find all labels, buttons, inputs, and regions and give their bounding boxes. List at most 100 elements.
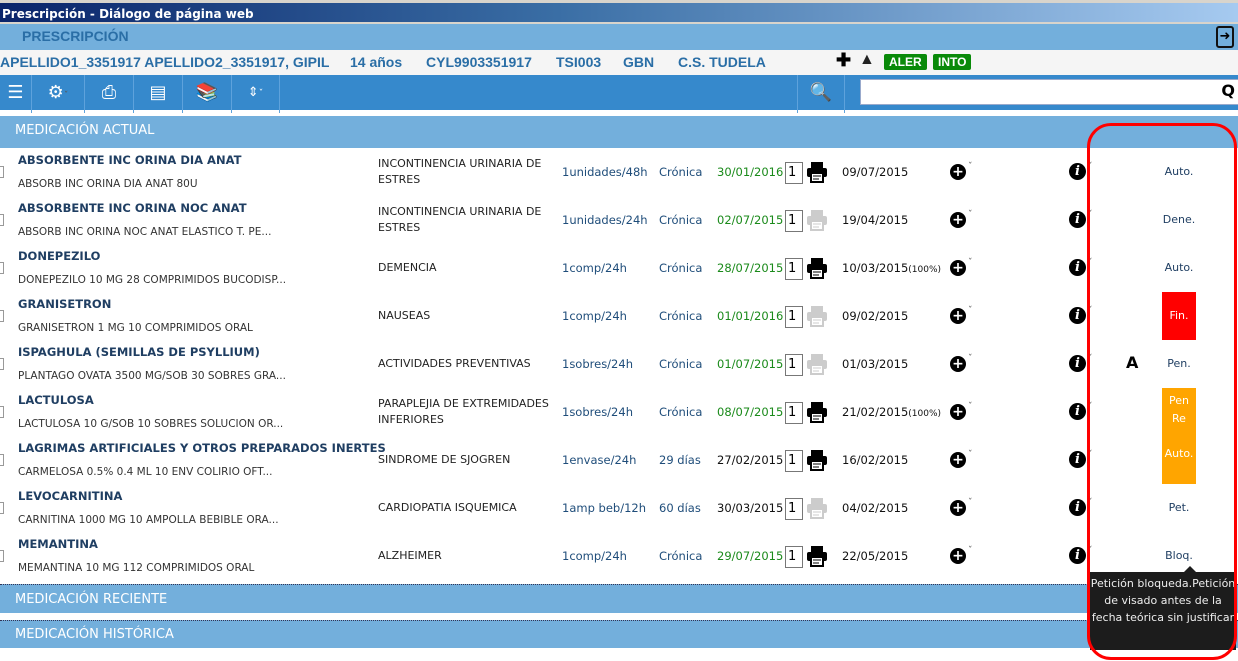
table-row[interactable]: ABSORBENTE INC ORINA NOC ANAT ABSORB INC… — [0, 198, 1238, 246]
info-icon[interactable]: i — [1069, 163, 1086, 180]
table-row[interactable]: MEMANTINA MEMANTINA 10 MG 112 COMPRIMIDO… — [0, 534, 1238, 582]
checklist-icon[interactable]: ☰ — [0, 75, 32, 113]
status-pending-reauth[interactable]: Pen Re Auto. — [1162, 388, 1196, 484]
drug-name[interactable]: ABSORBENTE INC ORINA DIA ANAT — [18, 153, 242, 167]
chevron-down-icon[interactable]: ˇ — [1088, 546, 1093, 556]
add-circle-icon[interactable]: + — [950, 500, 966, 516]
add-circle-icon[interactable]: + — [950, 404, 966, 420]
search-zoom-icon[interactable]: 🔍 — [797, 75, 845, 113]
aler-badge[interactable]: ALER — [884, 54, 927, 70]
row-checkbox[interactable] — [0, 262, 4, 274]
exit-icon[interactable]: ➜ — [1216, 26, 1234, 48]
chevron-down-icon[interactable]: ˇ — [968, 210, 973, 220]
drug-name[interactable]: GRANISETRON — [18, 297, 112, 311]
add-circle-icon[interactable]: + — [950, 308, 966, 324]
printer-icon[interactable] — [806, 449, 828, 471]
row-checkbox[interactable] — [0, 502, 4, 514]
print-icon[interactable]: ⎙ — [85, 75, 134, 113]
drug-name[interactable]: DONEPEZILO — [18, 249, 101, 263]
plus-icon[interactable]: ✚ — [836, 50, 852, 70]
row-checkbox[interactable] — [0, 310, 4, 322]
settings-icon[interactable]: ⚙ˇ — [32, 75, 85, 113]
section-historic-medication[interactable]: MEDICACIÓN HISTÓRICA — [0, 620, 1238, 648]
quantity-input[interactable]: 1 — [785, 162, 803, 184]
add-circle-icon[interactable]: + — [950, 452, 966, 468]
chevron-down-icon[interactable]: ˇ — [1088, 498, 1093, 508]
printer-icon[interactable] — [806, 545, 828, 567]
into-badge[interactable]: INTO — [933, 54, 972, 70]
printer-icon[interactable] — [806, 161, 828, 183]
info-icon[interactable]: i — [1069, 403, 1086, 420]
quantity-input[interactable]: 1 — [785, 306, 803, 328]
chevron-down-icon[interactable]: ˇ — [968, 306, 973, 316]
quantity-input[interactable]: 1 — [785, 258, 803, 280]
chevron-down-icon[interactable]: ˇ — [968, 450, 973, 460]
chevron-down-icon[interactable]: ˇ — [968, 402, 973, 412]
row-checkbox[interactable] — [0, 550, 4, 562]
row-checkbox[interactable] — [0, 166, 4, 178]
info-icon[interactable]: i — [1069, 259, 1086, 276]
search-icon[interactable]: Q — [1221, 81, 1235, 100]
quantity-input[interactable]: 1 — [785, 546, 803, 568]
sort-icon[interactable]: ⇕ˇ — [232, 75, 280, 113]
quantity-input[interactable]: 1 — [785, 354, 803, 376]
status-label[interactable]: Pen. — [1167, 357, 1191, 370]
table-row[interactable]: GRANISETRON GRANISETRON 1 MG 10 COMPRIMI… — [0, 294, 1238, 342]
add-circle-icon[interactable]: + — [950, 356, 966, 372]
chevron-down-icon[interactable]: ˇ — [1088, 354, 1093, 364]
chevron-down-icon[interactable]: ˇ — [968, 162, 973, 172]
chevron-down-icon[interactable]: ˇ — [1088, 402, 1093, 412]
quantity-input[interactable]: 1 — [785, 498, 803, 520]
chevron-down-icon[interactable]: ˇ — [968, 546, 973, 556]
printer-icon[interactable] — [806, 257, 828, 279]
status-label[interactable]: Dene. — [1162, 213, 1196, 226]
chevron-down-icon[interactable]: ˇ — [1088, 162, 1093, 172]
status-label[interactable]: Pet. — [1168, 501, 1190, 514]
status-label[interactable]: Auto. — [1164, 165, 1194, 178]
warning-triangle-icon[interactable]: ▲ — [859, 51, 875, 68]
info-icon[interactable]: i — [1069, 451, 1086, 468]
status-label[interactable]: Bloq. — [1165, 549, 1193, 562]
status-label[interactable]: Auto. — [1164, 261, 1194, 274]
search-input[interactable]: Q — [860, 79, 1238, 105]
row-checkbox[interactable] — [0, 358, 4, 370]
table-row[interactable]: LAGRIMAS ARTIFICIALES Y OTROS PREPARADOS… — [0, 438, 1238, 486]
chevron-down-icon[interactable]: ˇ — [968, 354, 973, 364]
table-row[interactable]: ABSORBENTE INC ORINA DIA ANAT ABSORB INC… — [0, 150, 1238, 198]
table-row[interactable]: ISPAGHULA (SEMILLAS DE PSYLLIUM) PLANTAG… — [0, 342, 1238, 390]
table-row[interactable]: DONEPEZILO DONEPEZILO 10 MG 28 COMPRIMID… — [0, 246, 1238, 294]
info-icon[interactable]: i — [1069, 499, 1086, 516]
section-recent-medication[interactable]: MEDICACIÓN RECIENTE — [0, 584, 1238, 613]
chevron-down-icon[interactable]: ˇ — [968, 498, 973, 508]
row-checkbox[interactable] — [0, 406, 4, 418]
section-current-medication[interactable]: MEDICACIÓN ACTUAL — [0, 116, 1238, 148]
status-fin[interactable]: Fin. — [1162, 292, 1196, 340]
quantity-input[interactable]: 1 — [785, 402, 803, 424]
drug-name[interactable]: ABSORBENTE INC ORINA NOC ANAT — [18, 201, 247, 215]
add-circle-icon[interactable]: + — [950, 260, 966, 276]
drug-name[interactable]: ISPAGHULA (SEMILLAS DE PSYLLIUM) — [18, 345, 260, 359]
drug-name[interactable]: LEVOCARNITINA — [18, 489, 123, 503]
drug-name[interactable]: MEMANTINA — [18, 537, 98, 551]
quantity-input[interactable]: 1 — [785, 210, 803, 232]
table-row[interactable]: LACTULOSA LACTULOSA 10 G/SOB 10 SOBRES S… — [0, 390, 1238, 438]
row-checkbox[interactable] — [0, 214, 4, 226]
drug-name[interactable]: LAGRIMAS ARTIFICIALES Y OTROS PREPARADOS… — [18, 441, 386, 455]
info-icon[interactable]: i — [1069, 355, 1086, 372]
add-circle-icon[interactable]: + — [950, 164, 966, 180]
info-icon[interactable]: i — [1069, 211, 1086, 228]
row-checkbox[interactable] — [0, 454, 4, 466]
drug-name[interactable]: LACTULOSA — [18, 393, 94, 407]
table-row[interactable]: LEVOCARNITINA CARNITINA 1000 MG 10 AMPOL… — [0, 486, 1238, 534]
info-icon[interactable]: i — [1069, 307, 1086, 324]
clipboard-icon[interactable]: ▤ — [134, 75, 183, 113]
printer-icon[interactable] — [806, 401, 828, 423]
info-icon[interactable]: i — [1069, 547, 1086, 564]
chevron-down-icon[interactable]: ˇ — [1088, 258, 1093, 268]
chevron-down-icon[interactable]: ˇ — [1088, 306, 1093, 316]
add-circle-icon[interactable]: + — [950, 212, 966, 228]
chevron-down-icon[interactable]: ˇ — [1088, 210, 1093, 220]
chevron-down-icon[interactable]: ˇ — [968, 258, 973, 268]
books-icon[interactable]: 📚 — [183, 75, 232, 113]
add-circle-icon[interactable]: + — [950, 548, 966, 564]
